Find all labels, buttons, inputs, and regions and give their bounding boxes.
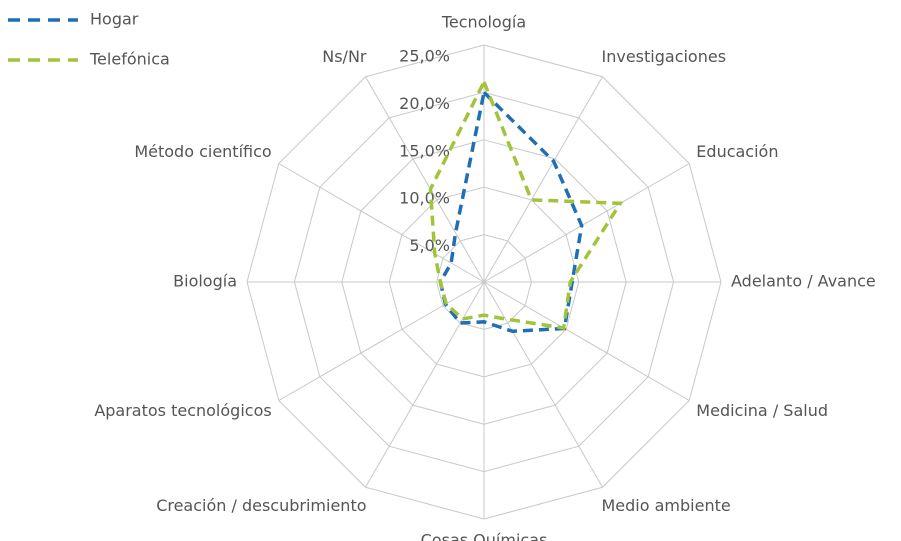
category-label: Ns/Nr (322, 47, 367, 66)
category-label: Adelanto / Avance (731, 272, 876, 291)
spoke (483, 163, 690, 283)
tick-label: 5,0% (409, 236, 450, 255)
category-label: Método científico (134, 142, 271, 161)
category-label: Biología (173, 272, 237, 291)
category-label: Educación (696, 142, 778, 161)
tick-label: 25,0% (399, 47, 450, 66)
category-label: Medio ambiente (602, 496, 731, 515)
legend-label: Hogar (90, 10, 139, 29)
category-label: Creación / descubrimiento (156, 496, 366, 515)
spoke (365, 76, 485, 283)
series-line (428, 77, 624, 330)
spoke (483, 281, 603, 488)
spoke (483, 281, 690, 401)
legend-label: Telefónica (89, 50, 170, 69)
tick-label: 15,0% (399, 141, 450, 160)
tick-label: 10,0% (399, 189, 450, 208)
spoke (365, 281, 485, 488)
category-label: Medicina / Salud (696, 401, 828, 420)
spoke (278, 163, 485, 283)
spoke (483, 76, 603, 283)
tick-label: 20,0% (399, 94, 450, 113)
category-label: Cosas Químicas (421, 531, 548, 541)
category-label: Aparatos tecnológicos (94, 401, 271, 420)
category-label: Tecnología (441, 13, 526, 32)
spoke (278, 281, 485, 401)
category-label: Investigaciones (602, 47, 727, 66)
series-line (438, 88, 584, 334)
